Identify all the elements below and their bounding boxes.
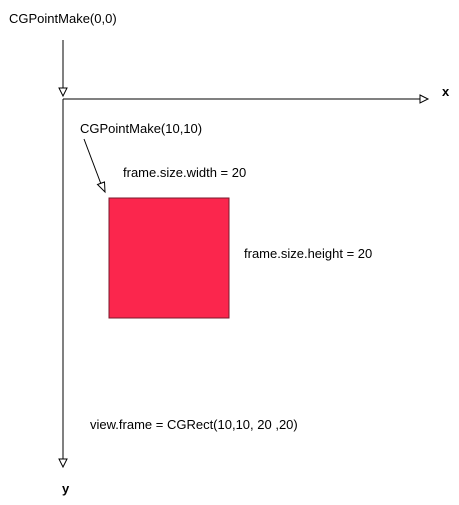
y-axis-label: y xyxy=(62,481,70,496)
frame-label: view.frame = CGRect(10,10, 20 ,20) xyxy=(90,417,298,432)
origin-pointer-arrowhead xyxy=(58,87,68,98)
frame-rect xyxy=(108,197,230,319)
origin-label: CGPointMake(0,0) xyxy=(9,11,117,26)
x-axis-arrowhead xyxy=(419,94,430,104)
y-axis-arrowhead xyxy=(58,458,68,469)
height-label: frame.size.height = 20 xyxy=(244,246,373,261)
point-pointer-arrowhead xyxy=(96,181,106,194)
point-label: CGPointMake(10,10) xyxy=(80,121,203,136)
width-label: frame.size.width = 20 xyxy=(123,165,247,180)
point-pointer-line xyxy=(83,138,102,185)
x-axis-label: x xyxy=(442,84,450,99)
